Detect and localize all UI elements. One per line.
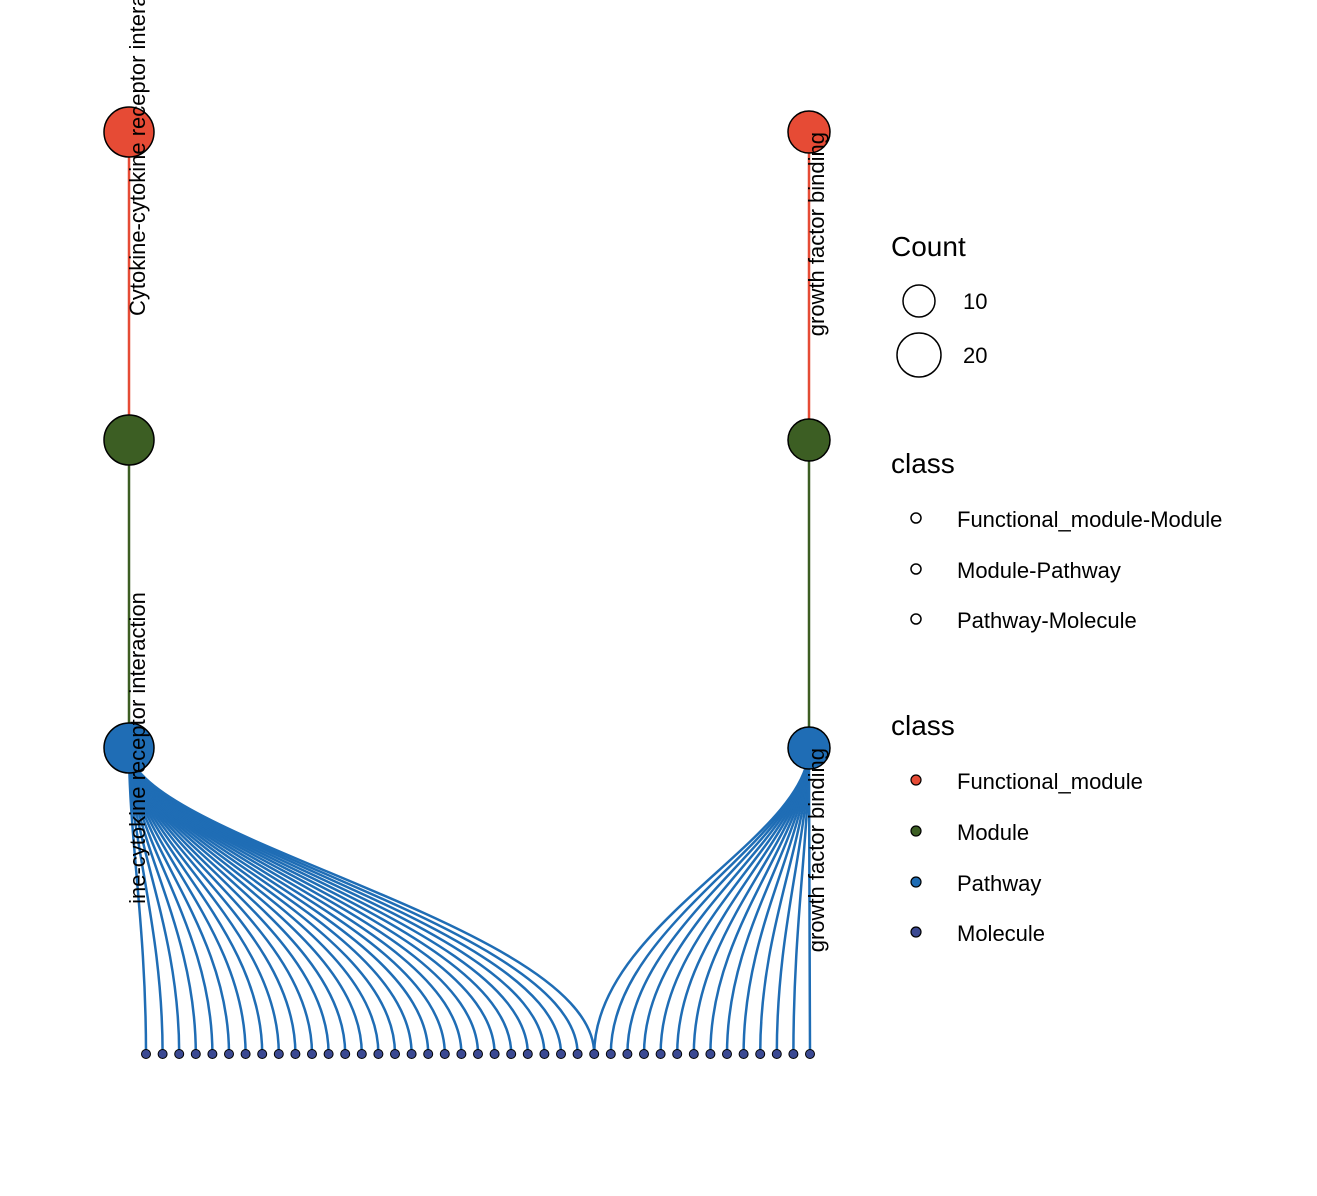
molecule-node [207,1049,218,1059]
molecule-node [672,1049,683,1059]
molecule-node [390,1049,400,1059]
pathway-node [103,722,155,774]
molecule-node [406,1049,417,1059]
molecule-node [506,1049,517,1059]
edge-class-swatch-pathway-molecule [910,613,922,625]
pathway-label-left: ine-cytokine receptor interaction [125,592,150,904]
molecule-node [522,1049,533,1059]
edges-layer [127,132,812,1055]
molecule-node [257,1049,268,1059]
labels-layer: Cytokine-cytokine receptor interaction i… [125,0,829,952]
node-class-legend: class Functional_module Module Pathway M… [891,710,1143,946]
molecule-node [771,1049,782,1059]
node-class-swatch-pathway [910,876,922,888]
edge-pathway-molecule [592,747,811,1055]
edge-class-swatch-module-pathway [910,563,922,575]
molecule-node [688,1049,699,1059]
molecule-node [224,1049,234,1059]
molecule-node [738,1049,749,1059]
node-class-swatch-functional-module [910,774,922,786]
molecule-node [755,1049,766,1059]
pathway-node [787,726,831,770]
legend: Count 10 20 class Functional_module-Modu… [891,231,1222,946]
molecule-node [373,1049,384,1059]
count-legend-swatch-10 [902,284,936,318]
molecule-node [639,1049,649,1059]
edge-class-legend: class Functional_module-Module Module-Pa… [891,448,1222,633]
molecule-node [622,1049,633,1059]
molecule-node [589,1049,600,1059]
molecule-node [473,1049,483,1059]
molecule-node [605,1049,616,1059]
molecule-node [456,1049,467,1059]
molecule-node [340,1049,351,1059]
node-class-label-module: Module [957,820,1029,845]
molecule-node [788,1049,799,1059]
module-node [103,414,155,466]
molecule-node [805,1049,815,1059]
molecule-node [705,1049,716,1059]
module-node [787,418,831,462]
functional-module-node [787,110,831,154]
nodes-layer [103,106,831,1059]
molecule-node [655,1049,666,1059]
edge-class-legend-title: class [891,448,955,479]
edge-class-label-module-pathway: Module-Pathway [957,558,1121,583]
functional-module-label-left: Cytokine-cytokine receptor interaction [125,0,150,316]
pathway-label-right: growth factor binding [804,748,829,952]
node-class-swatch-molecule [910,926,922,938]
node-class-swatch-module [910,825,922,837]
molecule-node [290,1049,301,1059]
molecule-node [439,1049,450,1059]
molecule-node [556,1049,566,1059]
molecule-node [157,1049,168,1059]
edge-class-label-functional-module-module: Functional_module-Module [957,507,1222,532]
edge-pathway-molecule [642,747,811,1055]
count-legend: Count 10 20 [891,231,987,378]
molecule-node [489,1049,500,1059]
molecule-node [356,1049,367,1059]
molecule-node [273,1049,284,1059]
functional-module-label-right: growth factor binding [804,132,829,336]
count-legend-swatch-20 [896,332,942,378]
count-legend-label-10: 10 [963,289,987,314]
count-legend-title: Count [891,231,966,262]
count-legend-label-20: 20 [963,343,987,368]
molecule-node [174,1049,185,1059]
node-class-legend-title: class [891,710,955,741]
molecule-node [722,1049,732,1059]
node-class-label-molecule: Molecule [957,921,1045,946]
molecule-node [141,1049,151,1059]
molecule-node [572,1049,583,1059]
molecule-node [307,1049,317,1059]
node-class-label-functional-module: Functional_module [957,769,1143,794]
edge-pathway-molecule [807,747,812,1055]
node-class-label-pathway: Pathway [957,871,1041,896]
molecule-node [240,1049,251,1059]
edge-class-swatch-functional-module-module [910,512,922,524]
molecule-node [190,1049,201,1059]
functional-module-node [103,106,155,158]
edge-pathway-molecule [127,747,463,1055]
molecule-node [323,1049,334,1059]
molecule-node [539,1049,550,1059]
edge-pathway-molecule [127,747,596,1055]
edge-class-label-pathway-molecule: Pathway-Molecule [957,608,1137,633]
molecule-node [423,1049,434,1059]
